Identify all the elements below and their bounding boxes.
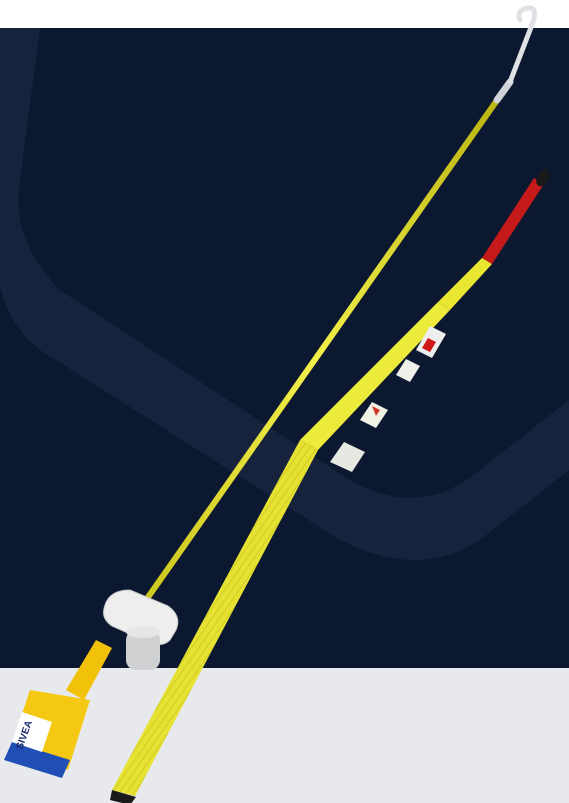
stick-brand-mark — [422, 338, 436, 352]
hook-stick-pole — [129, 93, 503, 623]
stick-red-tip — [482, 178, 544, 264]
stick-top-cap — [536, 169, 550, 187]
detector-label-panel — [12, 712, 52, 752]
stick-white-band — [330, 442, 365, 472]
stick-upper-section — [438, 258, 492, 310]
bushing-top — [126, 626, 160, 638]
detector-blue-panel — [4, 742, 70, 778]
metal-hook — [507, 5, 537, 85]
floor — [0, 668, 569, 803]
stick-bottom-cap — [110, 790, 136, 803]
clamp-bushing — [126, 630, 160, 670]
top-band — [0, 0, 569, 28]
navy-rounded-shape — [0, 28, 569, 560]
telescopic-stick — [110, 169, 550, 803]
hook-ferrule — [493, 78, 514, 104]
stick-warning-triangle — [372, 406, 380, 416]
hook-stick: SIVEA — [4, 5, 537, 778]
stick-warning-label — [360, 402, 388, 428]
stick-lower-section — [112, 440, 318, 796]
detector-handle — [66, 640, 112, 700]
stick-middle-section — [300, 302, 450, 450]
stick-qr-label — [396, 359, 420, 382]
